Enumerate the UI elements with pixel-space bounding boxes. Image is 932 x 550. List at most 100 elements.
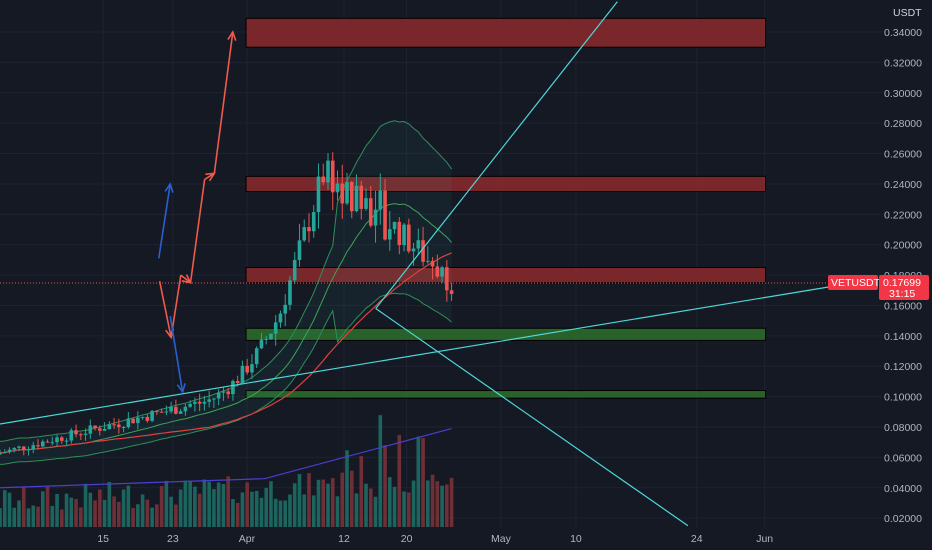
volume-bar bbox=[326, 483, 330, 527]
volume-bar bbox=[411, 480, 416, 527]
volume-bar bbox=[226, 476, 230, 527]
symbol-label: VETUSDT bbox=[831, 277, 881, 289]
candle-body bbox=[212, 398, 216, 400]
resistance-zone bbox=[245, 17, 767, 48]
candle-body bbox=[278, 313, 283, 323]
volume-bar bbox=[345, 450, 349, 527]
volume-bar bbox=[364, 483, 368, 527]
price-badge: 0.17699 31:15 bbox=[879, 275, 929, 300]
red-arrow-head bbox=[181, 274, 192, 284]
volume-bar bbox=[174, 504, 178, 527]
volume-bar bbox=[36, 506, 40, 527]
volume-bar bbox=[368, 488, 373, 527]
trendlines bbox=[0, 1, 837, 527]
projection-arrows bbox=[157, 30, 237, 394]
time-tick-label: Jun bbox=[756, 533, 773, 545]
volume-bar bbox=[402, 491, 406, 527]
volume-bar bbox=[17, 500, 21, 527]
candle-body bbox=[283, 304, 288, 314]
candle-body bbox=[79, 434, 83, 436]
volume-bar bbox=[302, 494, 307, 527]
candle-body bbox=[136, 417, 140, 424]
volume-bar bbox=[212, 489, 216, 527]
volume-bar bbox=[349, 470, 354, 527]
volume-bar bbox=[45, 486, 50, 527]
candle-body bbox=[98, 428, 102, 431]
price-tick-label: 0.08000 bbox=[884, 422, 922, 434]
candle-body bbox=[307, 227, 311, 232]
volume-bar bbox=[2, 490, 7, 527]
candle-body bbox=[59, 437, 64, 441]
time-tick-label: 24 bbox=[691, 533, 703, 545]
resistance-zone bbox=[245, 267, 767, 284]
volume-bar bbox=[107, 481, 112, 527]
price-tick-label: 0.12000 bbox=[884, 361, 922, 373]
volume-bar bbox=[31, 505, 36, 527]
candle-body bbox=[269, 333, 273, 340]
volume-bar bbox=[383, 445, 387, 527]
price-tick-label: 0.04000 bbox=[884, 483, 922, 495]
candle-body bbox=[216, 392, 221, 399]
candle-body bbox=[387, 229, 392, 240]
volume-bar bbox=[440, 485, 444, 527]
volume-bar bbox=[197, 493, 202, 527]
candle-body bbox=[392, 221, 397, 230]
candle-body bbox=[45, 441, 50, 443]
volume-bar bbox=[50, 505, 55, 527]
volume-bar bbox=[121, 489, 126, 527]
rising-trendline bbox=[0, 285, 837, 425]
red-arrow-segment bbox=[158, 281, 172, 338]
volume-bar bbox=[359, 456, 364, 527]
candle-body bbox=[174, 406, 178, 414]
candle-body bbox=[7, 449, 12, 453]
candle-body bbox=[102, 429, 107, 431]
candle-body bbox=[321, 176, 326, 183]
volume-bar bbox=[40, 491, 45, 527]
candle-body bbox=[178, 411, 183, 414]
time-axis[interactable]: 15 23 Apr 12 20 May 10 24 Jun bbox=[97, 533, 773, 545]
candle-body bbox=[378, 190, 383, 210]
candle-body bbox=[383, 190, 387, 240]
volume-bar bbox=[93, 500, 97, 527]
red-arrow-segment bbox=[189, 179, 206, 283]
candle-body bbox=[226, 391, 230, 395]
volume-bar bbox=[59, 509, 64, 527]
volume-bar bbox=[264, 487, 268, 527]
candle-body bbox=[40, 441, 45, 447]
candle-body bbox=[183, 406, 188, 412]
countdown-label: 31:15 bbox=[889, 288, 915, 300]
volume-bar bbox=[150, 507, 154, 527]
volume-bar bbox=[250, 491, 254, 527]
candle-body bbox=[131, 418, 135, 424]
volume-bar bbox=[430, 474, 435, 527]
candle-body bbox=[421, 240, 425, 262]
bollinger-lower bbox=[0, 292, 452, 465]
candle-body bbox=[364, 198, 368, 209]
channel-lower-line bbox=[375, 308, 689, 527]
volume-bar bbox=[378, 415, 383, 527]
price-tick-label: 0.30000 bbox=[884, 88, 922, 100]
price-tick-label: 0.24000 bbox=[884, 179, 922, 191]
blue-arrow-head bbox=[164, 182, 174, 193]
candles bbox=[0, 152, 454, 456]
time-tick-label: Apr bbox=[239, 533, 256, 545]
volume-bar bbox=[221, 484, 226, 527]
volume-bar bbox=[278, 500, 283, 527]
volume-bar bbox=[316, 479, 321, 527]
candle-body bbox=[64, 440, 69, 442]
candle-body bbox=[288, 280, 292, 305]
candle-body bbox=[349, 182, 354, 212]
volume-bar bbox=[102, 499, 107, 527]
candle-body bbox=[202, 401, 207, 404]
candle-body bbox=[207, 399, 211, 402]
volume-bar bbox=[64, 493, 69, 527]
price-tick-label: 0.20000 bbox=[884, 240, 922, 252]
volume-bar bbox=[202, 479, 207, 527]
blue-arrow-head bbox=[176, 383, 186, 394]
volume-bar bbox=[297, 474, 302, 527]
volume-bar bbox=[159, 486, 164, 527]
volume-bar bbox=[0, 508, 2, 527]
candle-body bbox=[88, 425, 93, 434]
candle-body bbox=[231, 380, 235, 395]
